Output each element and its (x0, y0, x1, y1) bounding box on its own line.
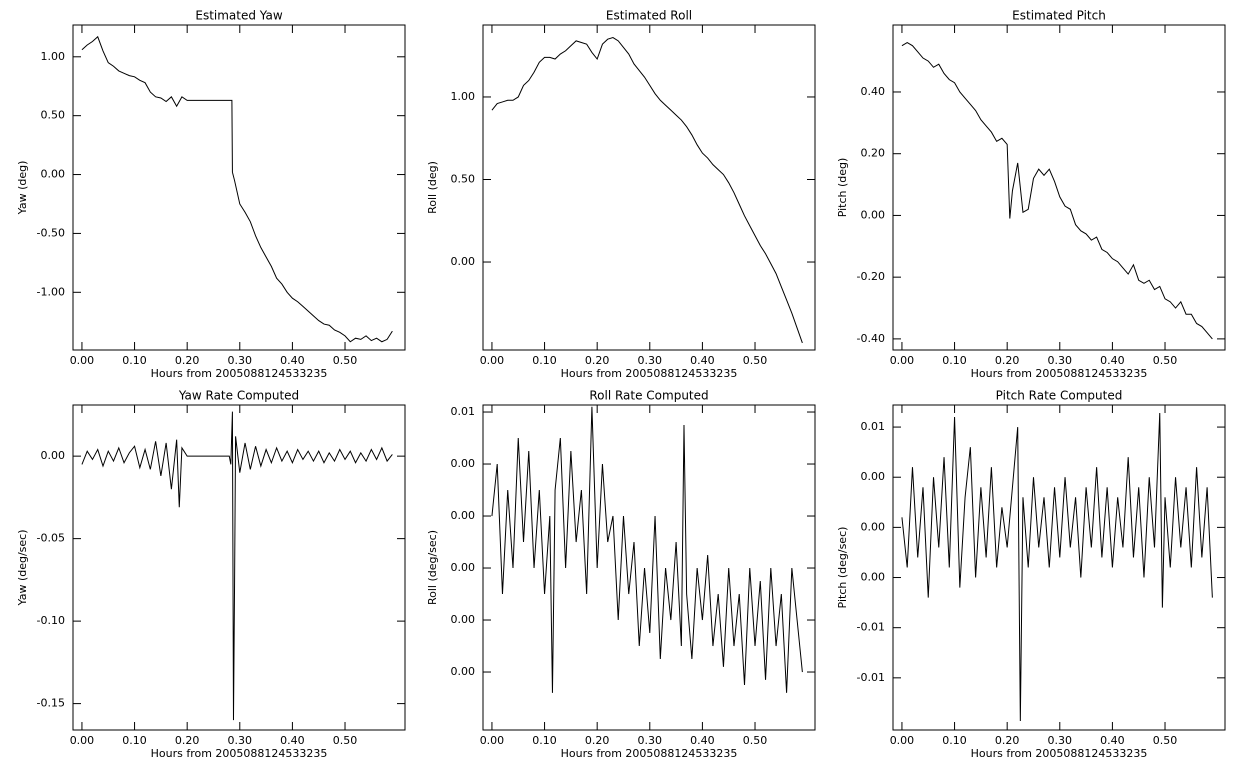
plot-frame (72, 404, 406, 731)
y-tick-label: 0.01 (451, 405, 476, 418)
x-tick-label: 0.40 (280, 354, 305, 367)
y-tick-label: -0.40 (857, 332, 885, 345)
y-tick-label: 0.00 (451, 457, 476, 470)
x-tick-label: 0.20 (585, 354, 610, 367)
chart-title: Roll Rate Computed (589, 389, 708, 403)
x-axis-label: Hours from 2005088124533235 (561, 747, 738, 760)
y-tick-label: 1.00 (451, 90, 476, 103)
x-axis-label: Hours from 2005088124533235 (971, 747, 1148, 760)
y-tick-label: -0.50 (37, 226, 65, 239)
x-tick-label: 0.00 (480, 354, 505, 367)
x-tick-label: 0.00 (890, 734, 915, 747)
y-tick-label: -1.00 (37, 285, 65, 298)
y-tick-label: 0.00 (861, 571, 886, 584)
data-line (901, 413, 1213, 721)
x-tick-label: 0.00 (70, 354, 95, 367)
x-tick-label: 0.10 (532, 354, 557, 367)
y-tick-label: 0.01 (861, 420, 886, 433)
x-tick-label: 0.50 (743, 354, 768, 367)
chart-title: Pitch Rate Computed (996, 389, 1123, 403)
chart-title: Estimated Roll (606, 9, 692, 23)
plot-frame (72, 24, 406, 351)
chart-title: Estimated Yaw (195, 9, 282, 23)
y-tick-label: 0.00 (861, 208, 886, 221)
x-tick-label: 0.20 (585, 734, 610, 747)
y-tick-label: 0.40 (861, 85, 886, 98)
plot-frame (892, 404, 1226, 731)
y-axis-label: Roll (deg/sec) (426, 530, 439, 605)
y-tick-label: 0.00 (861, 520, 886, 533)
x-tick-label: 0.50 (333, 734, 358, 747)
x-tick-label: 0.20 (175, 354, 200, 367)
y-tick-label: 0.00 (41, 168, 66, 181)
data-line (81, 411, 393, 721)
x-tick-label: 0.30 (228, 734, 253, 747)
x-axis-label: Hours from 2005088124533235 (561, 367, 738, 380)
y-tick-label: 0.20 (861, 147, 886, 160)
y-tick-label: -0.01 (857, 621, 885, 634)
y-axis-label: Yaw (deg) (16, 161, 29, 216)
y-axis-label: Roll (deg) (426, 161, 439, 214)
y-axis-label: Pitch (deg) (836, 158, 849, 218)
x-axis-label: Hours from 2005088124533235 (151, 747, 328, 760)
y-tick-label: 0.00 (451, 613, 476, 626)
y-tick-label: 0.00 (451, 255, 476, 268)
plot-frame (892, 24, 1226, 351)
x-tick-label: 0.50 (333, 354, 358, 367)
x-tick-label: 0.40 (280, 734, 305, 747)
x-tick-label: 0.10 (122, 354, 147, 367)
y-axis-label: Pitch (deg/sec) (836, 527, 849, 609)
x-tick-label: 0.40 (1100, 734, 1125, 747)
y-tick-label: -0.10 (37, 614, 65, 627)
x-tick-label: 0.40 (690, 734, 715, 747)
y-tick-label: 0.50 (451, 172, 476, 185)
y-tick-label: 1.00 (41, 50, 66, 63)
y-tick-label: -0.20 (857, 270, 885, 283)
x-tick-label: 0.00 (480, 734, 505, 747)
x-axis-label: Hours from 2005088124533235 (151, 367, 328, 380)
data-line (491, 36, 803, 344)
x-tick-label: 0.40 (690, 354, 715, 367)
x-tick-label: 0.00 (890, 354, 915, 367)
y-tick-label: 0.50 (41, 109, 66, 122)
x-tick-label: 0.30 (638, 354, 663, 367)
data-line (81, 35, 393, 343)
y-tick-label: 0.00 (41, 449, 66, 462)
x-tick-label: 0.50 (743, 734, 768, 747)
y-tick-label: -0.01 (857, 671, 885, 684)
data-line (491, 406, 803, 693)
x-tick-label: 0.50 (1153, 354, 1178, 367)
x-tick-label: 0.50 (1153, 734, 1178, 747)
x-tick-label: 0.40 (1100, 354, 1125, 367)
y-tick-label: -0.05 (37, 532, 65, 545)
chart-title: Yaw Rate Computed (178, 389, 299, 403)
plot-frame (482, 404, 816, 731)
x-tick-label: 0.20 (995, 354, 1020, 367)
x-tick-label: 0.10 (532, 734, 557, 747)
x-tick-label: 0.00 (70, 734, 95, 747)
y-tick-label: 0.00 (451, 561, 476, 574)
y-tick-label: -0.15 (37, 697, 65, 710)
data-line (901, 42, 1213, 340)
y-axis-label: Yaw (deg/sec) (16, 529, 29, 606)
x-axis-label: Hours from 2005088124533235 (971, 367, 1148, 380)
x-tick-label: 0.10 (122, 734, 147, 747)
x-tick-label: 0.10 (942, 734, 967, 747)
y-tick-label: 0.00 (861, 470, 886, 483)
x-tick-label: 0.30 (638, 734, 663, 747)
x-tick-label: 0.30 (1048, 354, 1073, 367)
plot-frame (482, 24, 816, 351)
x-tick-label: 0.10 (942, 354, 967, 367)
x-tick-label: 0.30 (1048, 734, 1073, 747)
x-tick-label: 0.20 (995, 734, 1020, 747)
chart-title: Estimated Pitch (1012, 9, 1106, 23)
y-tick-label: 0.00 (451, 665, 476, 678)
x-tick-label: 0.30 (228, 354, 253, 367)
x-tick-label: 0.20 (175, 734, 200, 747)
y-tick-label: 0.00 (451, 509, 476, 522)
